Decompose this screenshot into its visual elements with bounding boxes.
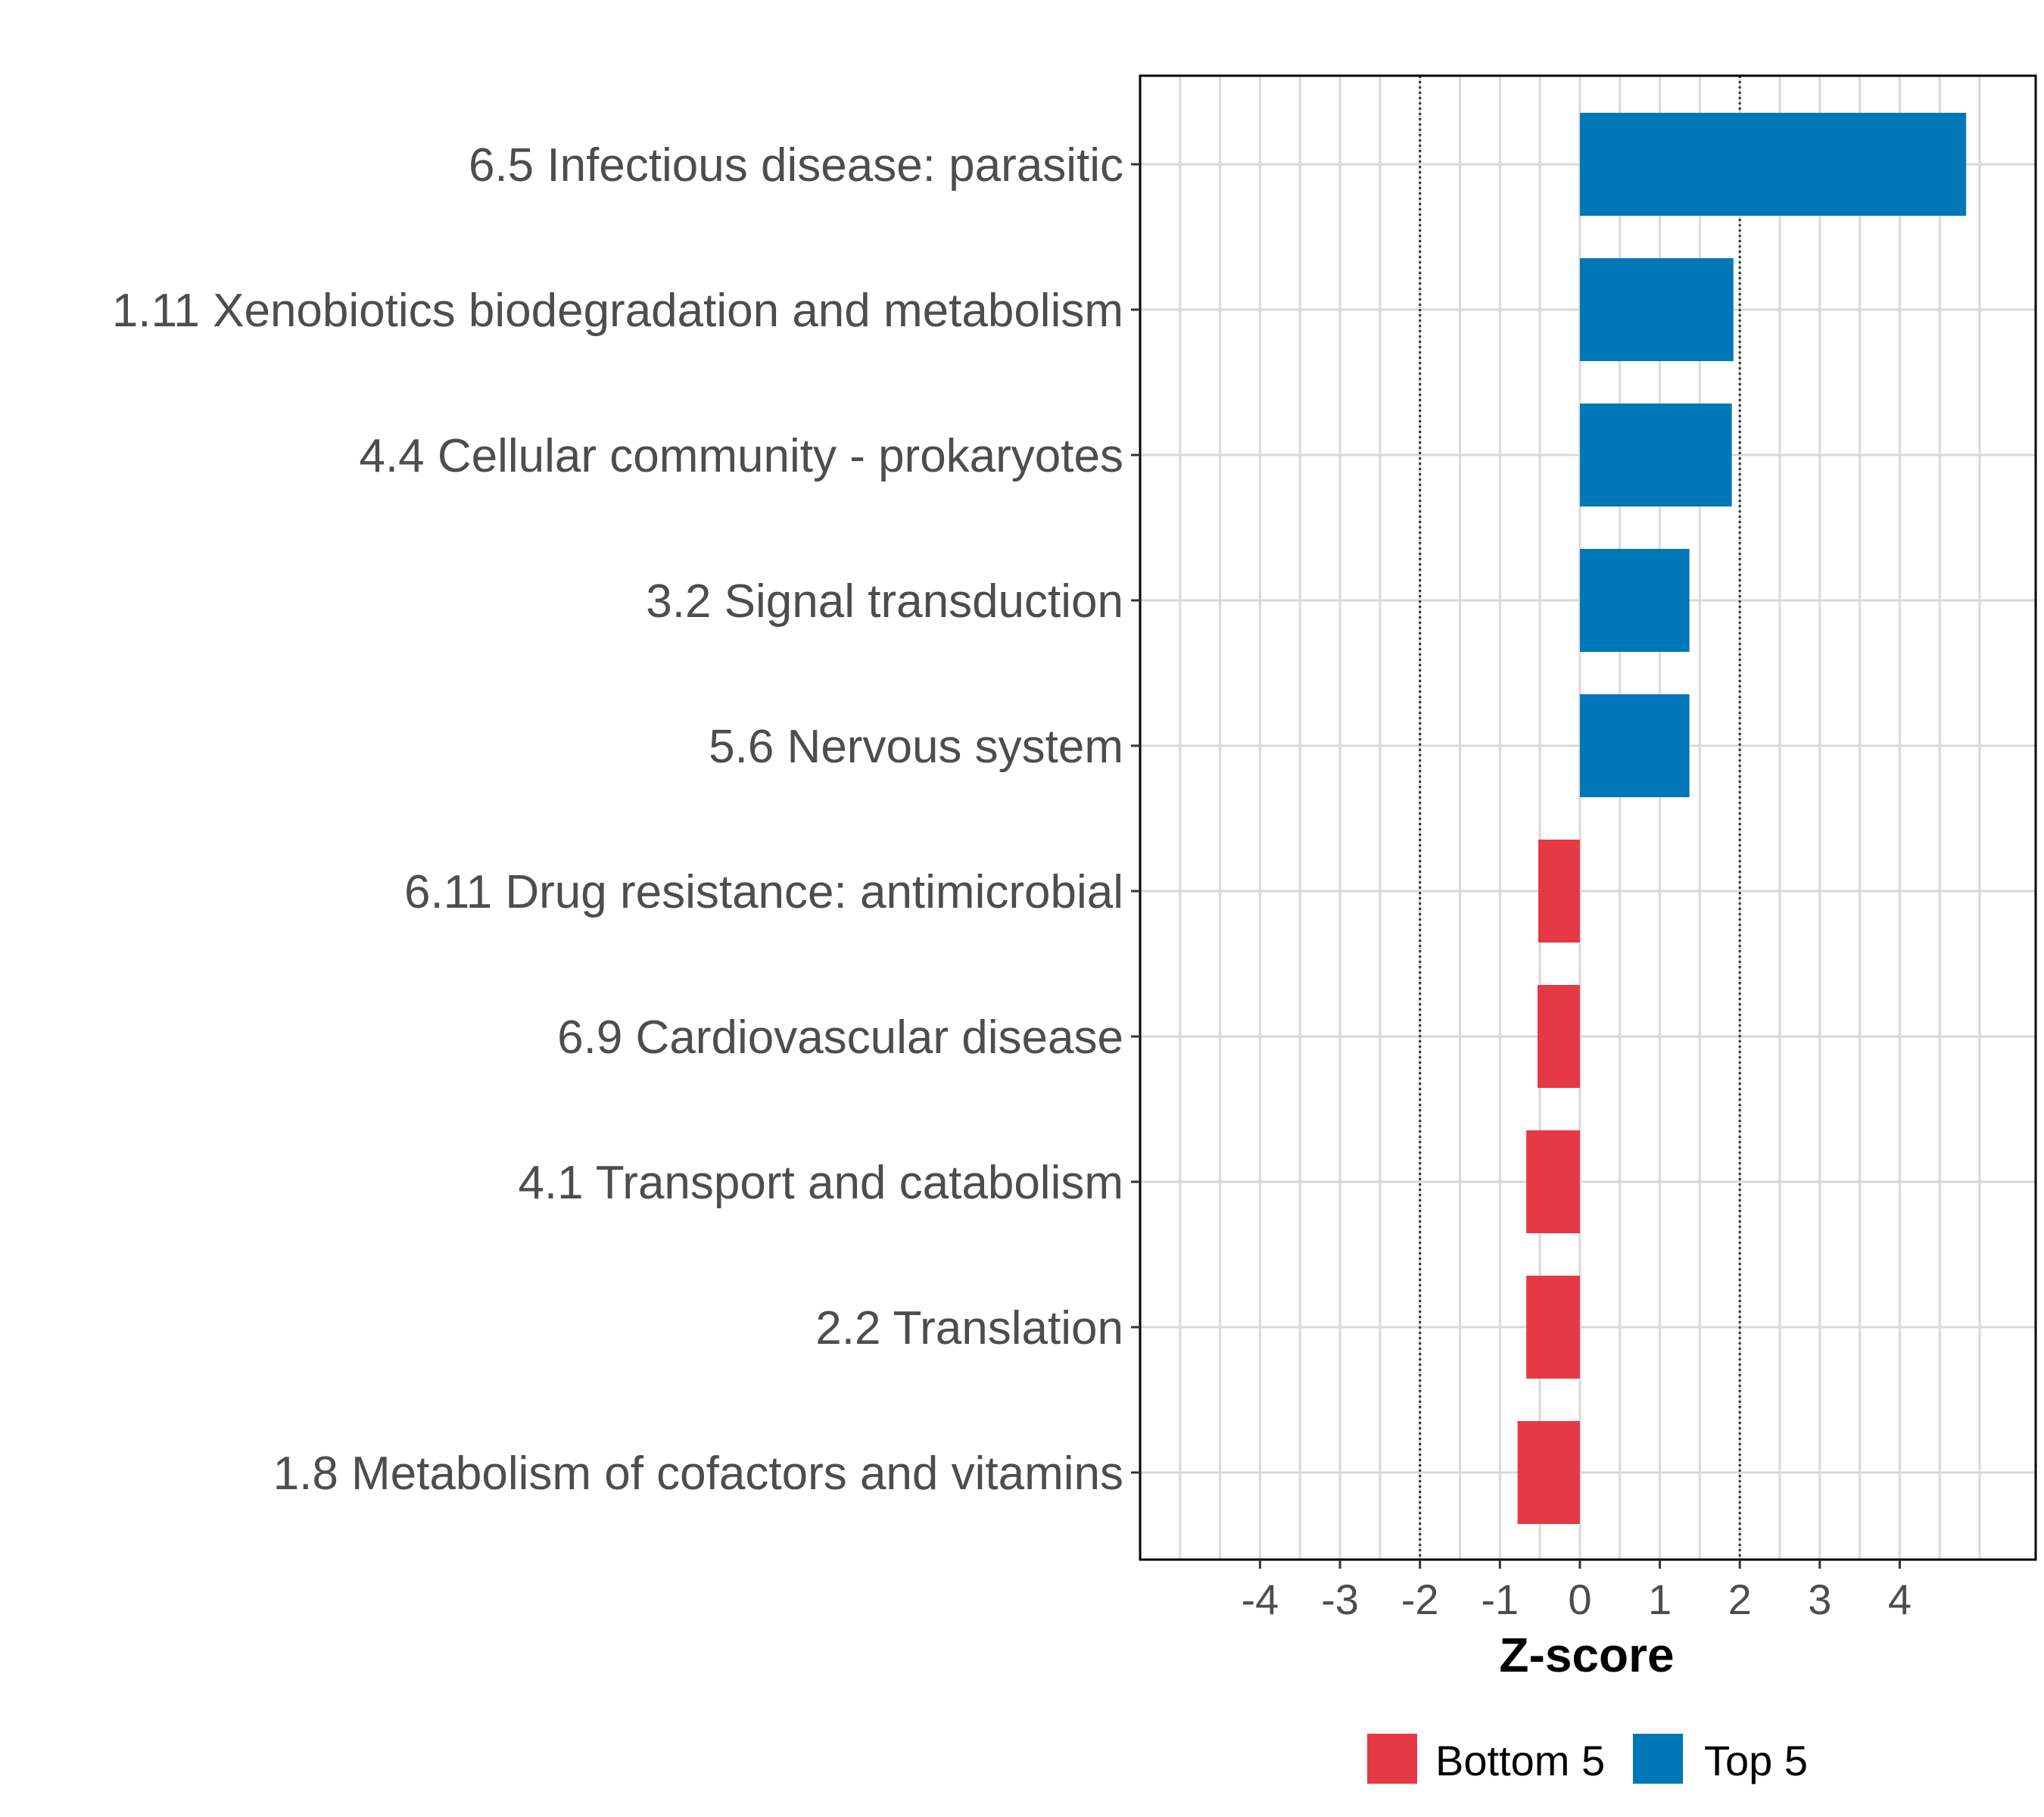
bar — [1526, 1276, 1580, 1379]
bar — [1538, 840, 1580, 943]
x-tick-label: 1 — [1648, 1575, 1672, 1623]
legend: Bottom 5 Top 5 — [1367, 1734, 1808, 1784]
y-axis-ticks: 6.5 Infectious disease: parasitic 1.11 Xe… — [112, 139, 1140, 1500]
x-tick-label: 3 — [1808, 1575, 1831, 1623]
x-tick-label: -4 — [1242, 1575, 1279, 1623]
x-tick-label: 0 — [1568, 1575, 1591, 1623]
bars — [1517, 113, 1967, 1524]
y-tick-label: 1.8 Metabolism of cofactors and vitamins — [273, 1448, 1123, 1500]
legend-label: Top 5 — [1704, 1737, 1808, 1784]
y-tick-label: 6.9 Cardiovascular disease — [557, 1011, 1123, 1064]
bar — [1526, 1130, 1580, 1233]
x-tick-label: -3 — [1321, 1575, 1359, 1623]
y-tick-label: 3.2 Signal transduction — [646, 575, 1123, 628]
y-tick-label: 2.2 Translation — [815, 1302, 1123, 1354]
legend-label: Bottom 5 — [1435, 1737, 1605, 1784]
x-tick-label: -1 — [1481, 1575, 1519, 1623]
x-tick-label: -2 — [1401, 1575, 1439, 1623]
y-tick-label: 1.11 Xenobiotics biodegradation and meta… — [112, 285, 1123, 337]
x-tick-label: 4 — [1888, 1575, 1912, 1623]
bar — [1517, 1421, 1580, 1524]
y-tick-label: 4.1 Transport and catabolism — [518, 1157, 1123, 1209]
x-axis-ticks: -4 -3 -2 -1 0 1 2 3 4 — [1242, 1560, 1912, 1623]
bar — [1579, 258, 1734, 361]
reference-lines — [1419, 76, 1741, 1560]
y-tick-label: 4.4 Cellular community - prokaryotes — [359, 430, 1123, 482]
bar — [1579, 404, 1732, 506]
plot-panel-border — [1139, 74, 2037, 1561]
y-tick-label: 6.5 Infectious disease: parasitic — [469, 139, 1123, 192]
bar — [1579, 549, 1690, 652]
x-tick-label: 2 — [1728, 1575, 1752, 1623]
y-tick-label: 5.6 Nervous system — [709, 721, 1123, 773]
legend-key — [1367, 1734, 1417, 1784]
bar — [1537, 985, 1580, 1088]
bar — [1579, 694, 1690, 797]
bar — [1579, 113, 1967, 216]
y-tick-label: 6.11 Drug resistance: antimicrobial — [404, 866, 1123, 918]
legend-key — [1633, 1734, 1683, 1784]
x-axis-title: Z-score — [1499, 1628, 1674, 1682]
